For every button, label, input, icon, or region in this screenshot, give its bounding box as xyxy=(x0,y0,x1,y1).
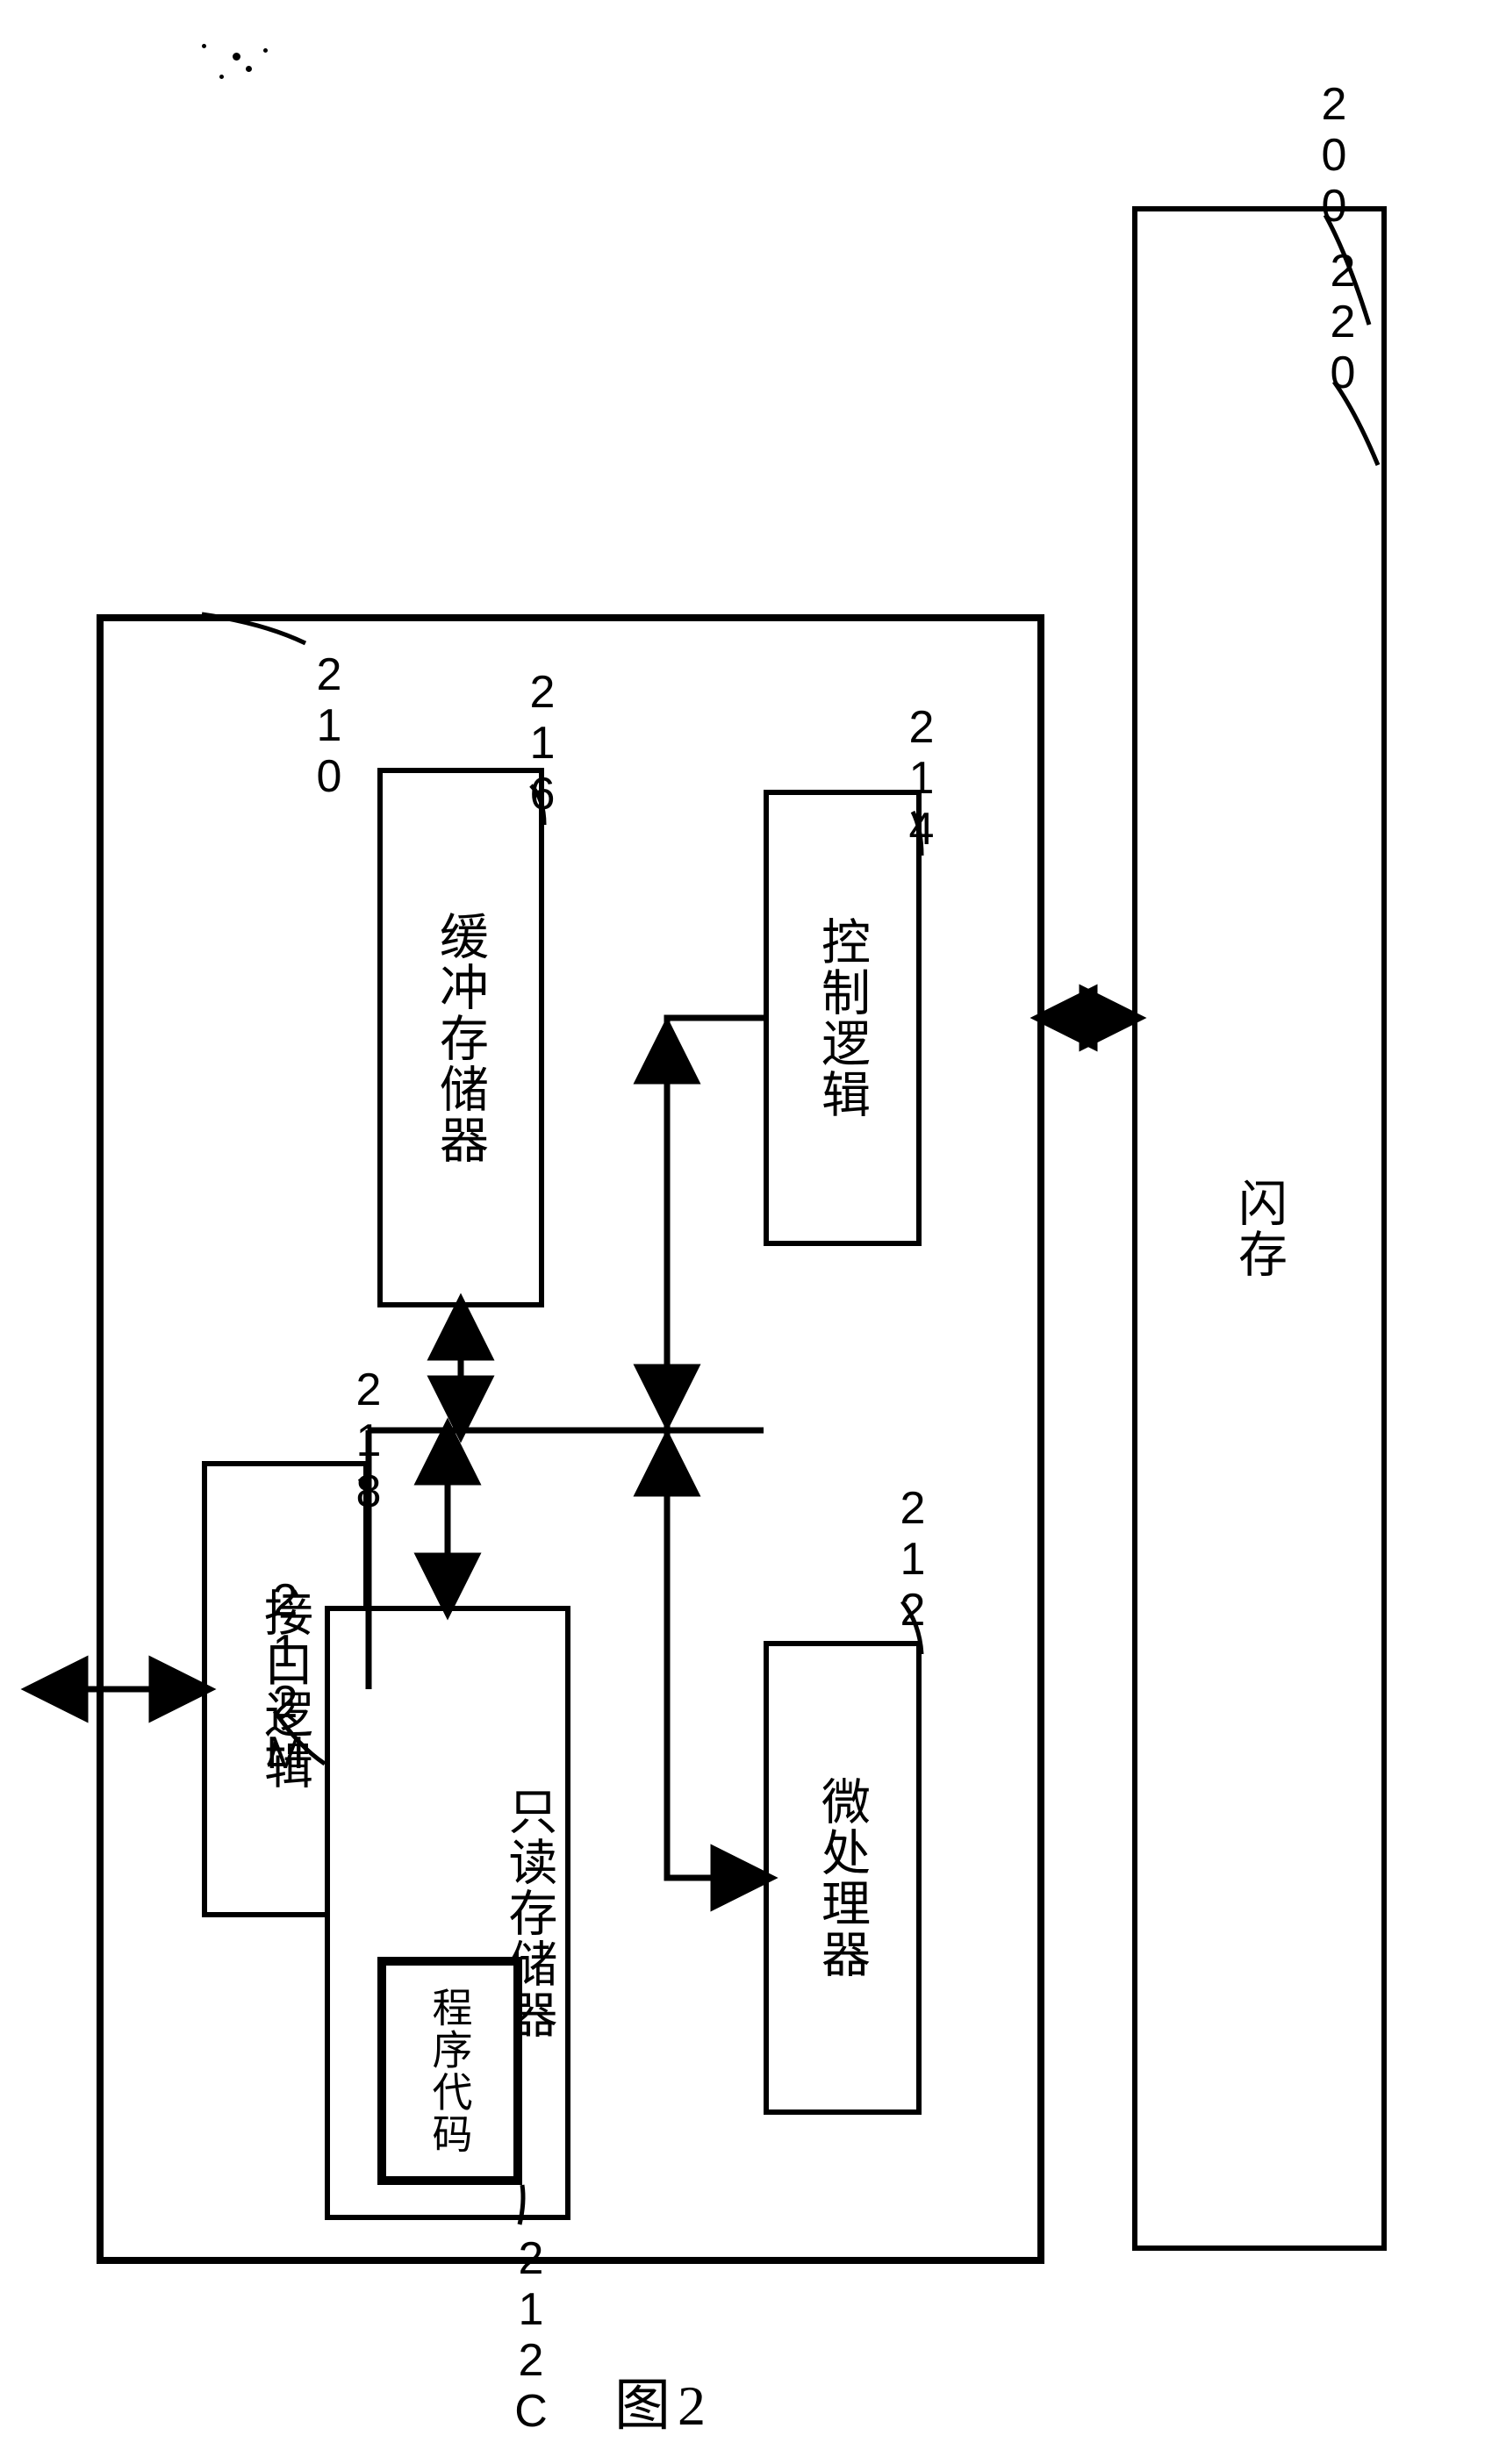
figure-text: 图2 xyxy=(614,2374,713,2437)
figure-caption: 图2 xyxy=(614,2360,713,2441)
arrows xyxy=(0,0,1485,2464)
